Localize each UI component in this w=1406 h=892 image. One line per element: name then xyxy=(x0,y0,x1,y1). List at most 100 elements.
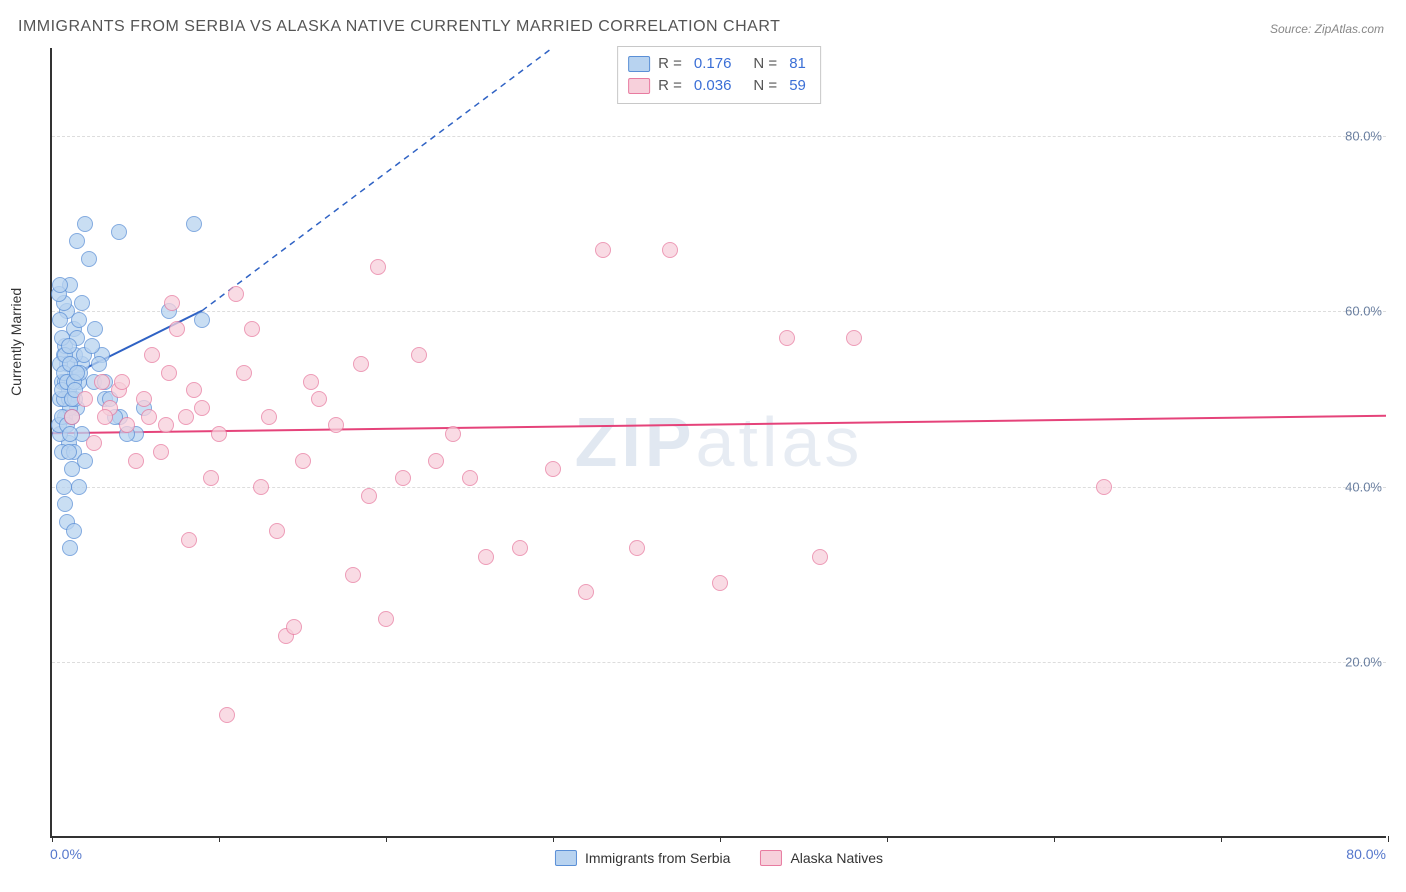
data-point xyxy=(136,391,152,407)
data-point xyxy=(61,444,77,460)
y-tick-label: 60.0% xyxy=(1345,304,1382,319)
data-point xyxy=(662,242,678,258)
data-point xyxy=(244,321,260,337)
r-label: R = xyxy=(658,75,682,97)
data-point xyxy=(186,382,202,398)
plot-canvas: ZIPatlas 20.0%40.0%60.0%80.0% xyxy=(52,48,1386,836)
x-tick xyxy=(553,836,554,842)
data-point xyxy=(66,523,82,539)
data-point xyxy=(62,540,78,556)
data-point xyxy=(236,365,252,381)
data-point xyxy=(77,216,93,232)
data-point xyxy=(52,277,68,293)
chart-title: IMMIGRANTS FROM SERBIA VS ALASKA NATIVE … xyxy=(18,18,780,36)
data-point xyxy=(56,479,72,495)
data-point xyxy=(228,286,244,302)
watermark: ZIPatlas xyxy=(575,402,864,482)
data-point xyxy=(62,426,78,442)
data-point xyxy=(395,470,411,486)
data-point xyxy=(81,251,97,267)
x-axis-max-label: 80.0% xyxy=(1346,846,1386,862)
data-point xyxy=(194,400,210,416)
data-point xyxy=(161,365,177,381)
data-point xyxy=(1096,479,1112,495)
data-point xyxy=(578,584,594,600)
data-point xyxy=(97,409,113,425)
data-point xyxy=(445,426,461,442)
n-value: 81 xyxy=(789,53,806,75)
x-tick xyxy=(219,836,220,842)
series-legend: Immigrants from Serbia Alaska Natives xyxy=(555,850,883,866)
data-point xyxy=(462,470,478,486)
x-axis-min-label: 0.0% xyxy=(50,846,82,862)
data-point xyxy=(512,540,528,556)
data-point xyxy=(181,532,197,548)
n-label: N = xyxy=(753,75,777,97)
gridline xyxy=(52,662,1386,663)
data-point xyxy=(353,356,369,372)
data-point xyxy=(253,479,269,495)
data-point xyxy=(144,347,160,363)
y-axis-title: Currently Married xyxy=(8,288,24,396)
data-point xyxy=(478,549,494,565)
data-point xyxy=(52,312,68,328)
legend-item: Immigrants from Serbia xyxy=(555,850,730,866)
data-point xyxy=(261,409,277,425)
r-value: 0.036 xyxy=(694,75,732,97)
data-point xyxy=(194,312,210,328)
source-attribution: Source: ZipAtlas.com xyxy=(1270,22,1384,36)
x-tick xyxy=(887,836,888,842)
data-point xyxy=(595,242,611,258)
r-label: R = xyxy=(658,53,682,75)
data-point xyxy=(303,374,319,390)
legend-label: Alaska Natives xyxy=(790,850,883,866)
data-point xyxy=(84,338,100,354)
data-point xyxy=(169,321,185,337)
data-point xyxy=(269,523,285,539)
x-tick xyxy=(1388,836,1389,842)
data-point xyxy=(411,347,427,363)
legend-swatch xyxy=(760,850,782,866)
data-point xyxy=(71,312,87,328)
data-point xyxy=(211,426,227,442)
y-tick-label: 40.0% xyxy=(1345,479,1382,494)
data-point xyxy=(111,224,127,240)
data-point xyxy=(779,330,795,346)
data-point xyxy=(77,453,93,469)
data-point xyxy=(545,461,561,477)
x-tick xyxy=(52,836,53,842)
r-value: 0.176 xyxy=(694,53,732,75)
legend-swatch xyxy=(628,78,650,94)
data-point xyxy=(114,374,130,390)
data-point xyxy=(69,233,85,249)
data-point xyxy=(712,575,728,591)
data-point xyxy=(378,611,394,627)
correlation-row: R =0.036N =59 xyxy=(628,75,810,97)
data-point xyxy=(153,444,169,460)
n-label: N = xyxy=(753,53,777,75)
gridline xyxy=(52,136,1386,137)
data-point xyxy=(61,338,77,354)
gridline xyxy=(52,311,1386,312)
x-tick xyxy=(386,836,387,842)
data-point xyxy=(77,391,93,407)
x-tick xyxy=(1054,836,1055,842)
data-point xyxy=(91,356,107,372)
x-tick xyxy=(1221,836,1222,842)
data-point xyxy=(86,435,102,451)
data-point xyxy=(311,391,327,407)
data-point xyxy=(64,409,80,425)
data-point xyxy=(361,488,377,504)
legend-swatch xyxy=(555,850,577,866)
x-tick xyxy=(720,836,721,842)
legend-item: Alaska Natives xyxy=(760,850,883,866)
data-point xyxy=(87,321,103,337)
legend-swatch xyxy=(628,56,650,72)
y-tick-label: 20.0% xyxy=(1345,655,1382,670)
data-point xyxy=(846,330,862,346)
data-point xyxy=(812,549,828,565)
data-point xyxy=(186,216,202,232)
correlation-legend: R =0.176N =81R =0.036N =59 xyxy=(617,46,821,104)
trend-line xyxy=(52,416,1386,434)
data-point xyxy=(71,479,87,495)
